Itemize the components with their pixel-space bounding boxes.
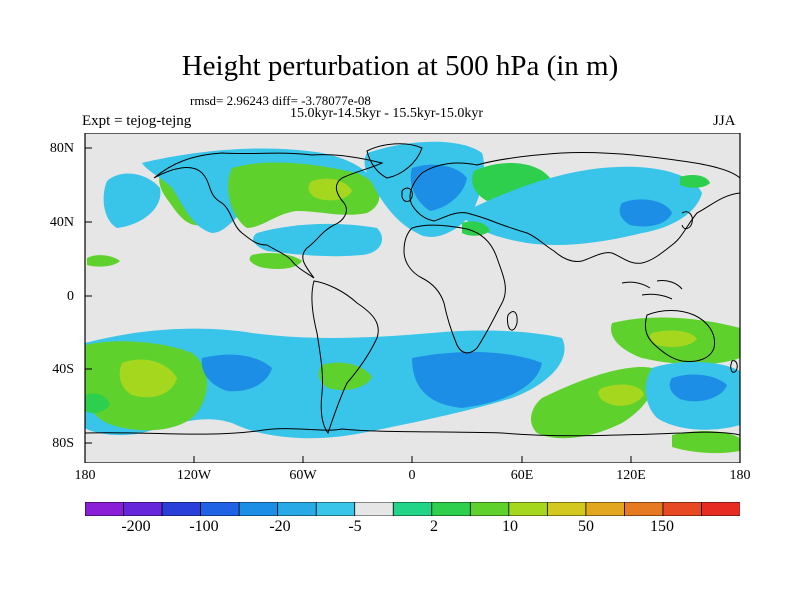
field-ant-west-green	[85, 393, 110, 413]
colorbar-swatch	[701, 502, 740, 516]
field-caribbean-green	[249, 253, 302, 269]
field-na-green-core	[308, 178, 352, 201]
lat-label-40s: 40S	[52, 362, 74, 377]
field-io-green-core	[598, 384, 644, 406]
field-pacific-tropic-green	[87, 255, 120, 267]
lon-label-180w: 180	[74, 468, 96, 483]
colorbar-swatch	[277, 502, 317, 516]
experiment-label: Expt = tejog-tejng	[82, 113, 192, 129]
lat-label-80s: 80S	[52, 436, 74, 451]
colorbar-swatch	[469, 502, 510, 516]
coast-africa	[403, 224, 506, 354]
lon-label-60e: 60E	[510, 468, 534, 483]
colorbar-label-minus20: -20	[269, 518, 291, 535]
field-sa-green-inner	[318, 362, 372, 391]
lon-label-120e: 120E	[616, 468, 646, 483]
colorbar-swatch	[238, 502, 279, 516]
field-np-west-blue	[103, 173, 161, 228]
field-ant-east-green	[672, 431, 740, 454]
coastlines	[85, 143, 740, 437]
coast-madagascar	[506, 310, 518, 331]
colorbar-label-2: 2	[430, 518, 438, 535]
lat-label-80n: 80N	[49, 141, 74, 156]
field-so-blue-core	[412, 351, 542, 408]
coast-japan	[681, 211, 693, 230]
colorbar-swatch	[585, 502, 626, 516]
colorbar-swatch	[431, 502, 471, 516]
colorbar-label-minus200: -200	[121, 518, 151, 535]
colorbar	[85, 502, 740, 516]
colorbar-label-50: 50	[578, 518, 594, 535]
field-asia-core	[619, 199, 672, 227]
field-atlantic-blue-south	[253, 223, 382, 257]
field-sp-mid-blue	[201, 354, 272, 392]
colorbar-swatch	[85, 502, 125, 516]
lon-label-180e: 180	[729, 468, 751, 483]
field-europe-core	[410, 164, 467, 211]
map-frame	[84, 133, 741, 463]
field-sp-green-core	[119, 359, 177, 398]
field-nile-green	[462, 221, 490, 236]
field-npac-green-east	[680, 175, 710, 188]
coast-new-zealand	[730, 360, 738, 373]
map-title: Height perturbation at 500 hPa (in m)	[181, 50, 619, 82]
colorbar-label-minus5: -5	[348, 518, 362, 535]
colorbar-label-10: 10	[502, 518, 518, 535]
season-label: JJA	[713, 113, 736, 129]
contour-fields	[85, 141, 740, 454]
lon-label-0: 0	[408, 468, 416, 483]
lon-label-60w: 60W	[289, 468, 317, 483]
coast-indonesia	[621, 280, 683, 300]
colorbar-label-150: 150	[650, 518, 674, 535]
colorbar-swatch	[546, 502, 587, 516]
coast-uk	[401, 187, 413, 202]
coast-south-america	[311, 280, 379, 435]
lat-label-eq: 0	[67, 289, 74, 304]
coast-antarctica	[85, 428, 740, 437]
colorbar-label-minus100: -100	[189, 518, 219, 535]
colorbar-swatch	[662, 502, 703, 516]
coast-australia	[644, 310, 716, 362]
period-text: 15.0kyr-14.5kyr - 15.5kyr-15.0kyr	[290, 106, 484, 121]
colorbar-swatch	[624, 502, 664, 516]
map-ticks	[85, 147, 632, 463]
coast-eurasia	[409, 151, 740, 264]
colorbar-swatch	[200, 502, 240, 516]
field-aus-green-core	[649, 330, 697, 347]
colorbar-swatch	[354, 502, 394, 516]
stats-text: rmsd= 2.96243 diff= -3.78077e-08	[190, 93, 371, 108]
coast-greenland	[366, 143, 423, 179]
colorbar-swatch	[392, 502, 433, 516]
field-tasman-core	[669, 374, 727, 402]
coast-north-america	[153, 152, 384, 279]
colorbar-swatch	[315, 502, 356, 516]
lon-label-120w: 120W	[176, 468, 212, 483]
lat-label-40n: 40N	[49, 215, 74, 230]
colorbar-swatch	[123, 502, 163, 516]
colorbar-swatch	[508, 502, 549, 516]
colorbar-swatch	[161, 502, 202, 516]
map-plot	[84, 133, 741, 463]
